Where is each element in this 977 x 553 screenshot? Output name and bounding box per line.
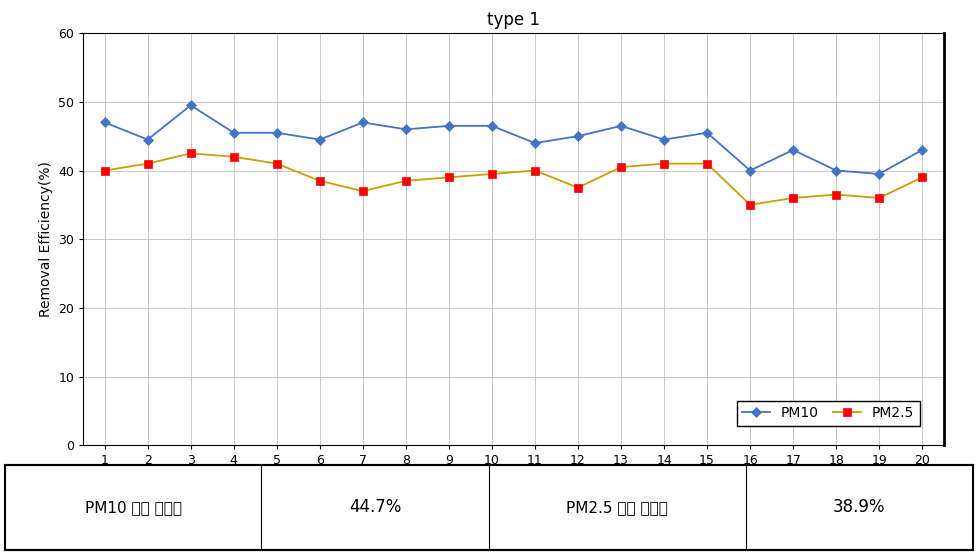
PM10	[658, 136, 669, 143]
PM2.5	[185, 150, 196, 156]
Text: 38.9%: 38.9%	[832, 498, 885, 517]
PM10	[529, 140, 540, 147]
PM2.5	[743, 201, 755, 208]
PM2.5	[271, 160, 282, 167]
PM2.5	[142, 160, 153, 167]
PM10	[743, 167, 755, 174]
PM10	[228, 129, 239, 136]
PM10	[615, 123, 626, 129]
PM2.5	[443, 174, 454, 181]
Line: PM2.5: PM2.5	[101, 149, 925, 209]
Legend: PM10, PM2.5: PM10, PM2.5	[736, 401, 918, 426]
PM2.5	[615, 164, 626, 170]
PM10	[829, 167, 841, 174]
PM10	[572, 133, 583, 139]
PM2.5	[529, 167, 540, 174]
PM2.5	[486, 171, 497, 178]
PM10	[314, 136, 325, 143]
Y-axis label: Removal Efficiency(%): Removal Efficiency(%)	[38, 161, 53, 317]
PM2.5	[658, 160, 669, 167]
PM10	[400, 126, 411, 133]
PM2.5	[701, 160, 712, 167]
PM10	[701, 129, 712, 136]
PM10	[786, 147, 798, 153]
PM2.5	[829, 191, 841, 198]
Text: PM10 평균 제거율: PM10 평균 제거율	[85, 500, 182, 515]
PM2.5	[915, 174, 927, 181]
PM10	[486, 123, 497, 129]
PM10	[357, 119, 368, 126]
PM2.5	[572, 184, 583, 191]
Text: PM2.5 평균 제거율: PM2.5 평균 제거율	[566, 500, 667, 515]
PM2.5	[357, 188, 368, 195]
PM2.5	[400, 178, 411, 184]
PM10	[99, 119, 110, 126]
PM2.5	[228, 154, 239, 160]
PM2.5	[314, 178, 325, 184]
PM2.5	[786, 195, 798, 201]
X-axis label: measuring numbers: measuring numbers	[444, 473, 582, 487]
PM10	[142, 136, 153, 143]
PM10	[271, 129, 282, 136]
PM2.5	[99, 167, 110, 174]
Text: 44.7%: 44.7%	[349, 498, 401, 517]
Line: PM10: PM10	[101, 102, 925, 178]
PM10	[915, 147, 927, 153]
PM10	[185, 102, 196, 108]
PM10	[443, 123, 454, 129]
PM2.5	[872, 195, 884, 201]
Title: type 1: type 1	[487, 11, 539, 29]
PM10	[872, 171, 884, 178]
